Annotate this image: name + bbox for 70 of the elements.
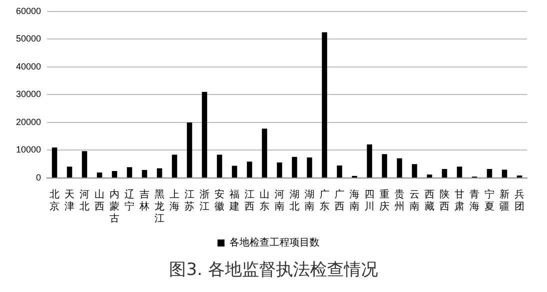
y-tick-label: 0: [36, 172, 42, 182]
x-tick-label: 海南: [350, 188, 360, 213]
x-tick-label: 广东: [320, 188, 330, 213]
bar: [262, 128, 268, 178]
x-tick-label: 河北: [80, 188, 90, 213]
x-tick-label: 北京: [50, 188, 60, 213]
x-tick-label: 天津: [64, 190, 75, 213]
x-tick-label: 辽宁: [124, 188, 135, 213]
bar: [442, 168, 448, 178]
x-tick-label: 西藏: [424, 190, 435, 213]
bar: [66, 166, 72, 178]
bar: [216, 154, 222, 178]
x-tick-label: 山东: [260, 188, 270, 213]
y-tick-label: 20000: [16, 116, 42, 127]
bar: [142, 170, 148, 178]
bar: [502, 170, 508, 178]
y-tick-label: 30000: [16, 89, 42, 100]
x-tick-label: 宁夏: [484, 188, 494, 213]
y-tick-label: 60000: [16, 6, 42, 16]
bar: [156, 168, 162, 178]
x-tick-label: 湖北: [290, 188, 300, 213]
bar: [96, 172, 102, 178]
bar: [112, 171, 118, 178]
bar: [276, 162, 282, 178]
y-tick-label: 50000: [16, 34, 42, 44]
bar: [336, 166, 342, 178]
x-tick-label: 重庆: [380, 188, 390, 213]
x-tick-label: 广西: [334, 188, 345, 213]
bar: [126, 167, 132, 178]
x-tick-label: 内蒙古: [110, 188, 120, 225]
bar: [456, 166, 462, 178]
x-tick-label: 陕西: [440, 188, 450, 213]
bar: [232, 166, 238, 178]
x-tick-label: 浙江: [200, 188, 210, 213]
bar: [172, 154, 178, 178]
bar: [82, 151, 88, 178]
bar: [292, 156, 298, 178]
x-tick-label: 黑龙江: [154, 190, 165, 225]
bar: [426, 174, 432, 178]
x-tick-label: 新疆: [500, 188, 510, 213]
x-tick-label: 四川: [364, 190, 375, 213]
x-tick-label: 上海: [170, 188, 180, 213]
bar: [396, 158, 402, 178]
y-tick-label: 40000: [16, 61, 42, 72]
x-tick-label: 贵州: [394, 188, 405, 213]
x-tick-label: 河南: [274, 188, 285, 213]
bar: [412, 164, 418, 178]
x-tick-label: 江苏: [184, 188, 195, 213]
x-tick-label: 安徽: [214, 188, 225, 213]
bar: [322, 32, 328, 178]
x-tick-label: 青海: [470, 188, 480, 213]
bar: [52, 147, 58, 178]
x-tick-label: 湖南: [304, 188, 315, 213]
bar: [202, 92, 208, 178]
bar: [186, 122, 192, 178]
bar: [382, 154, 388, 178]
x-tick-label: 江西: [244, 188, 255, 213]
legend-label: 各地检查工程项目数: [230, 236, 320, 249]
x-tick-label: 云南: [410, 190, 420, 213]
bar: [246, 162, 252, 178]
x-tick-label: 福建: [228, 188, 240, 213]
bar: [306, 157, 312, 178]
text: 图3. 各地监督执法检查情况: [168, 259, 379, 281]
bar: [486, 168, 492, 178]
x-tick-label: 兵团: [514, 188, 524, 213]
x-tick-label: 甘肃: [454, 188, 465, 213]
bar: [366, 144, 372, 178]
x-tick-label: 山西: [94, 188, 105, 213]
y-tick-label: 10000: [16, 144, 42, 155]
x-tick-label: 吉林: [138, 188, 150, 213]
